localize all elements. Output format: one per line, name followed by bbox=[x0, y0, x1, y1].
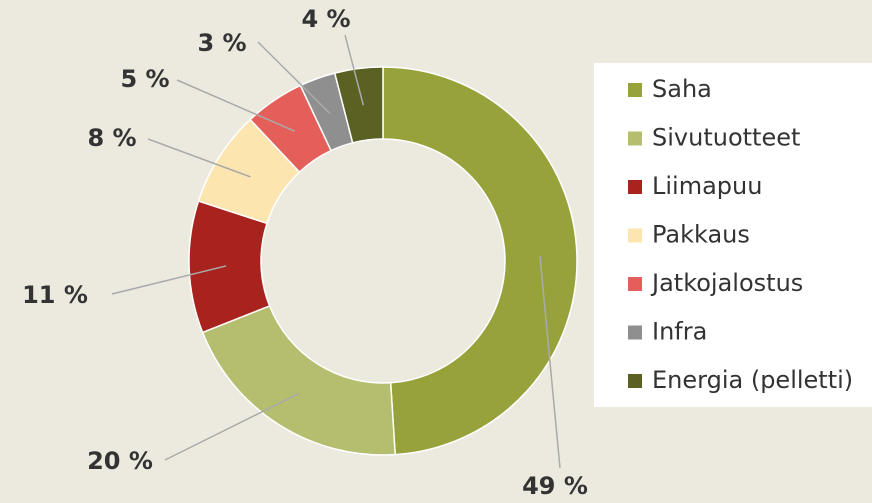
leader-line bbox=[539, 255, 561, 469]
leader-line bbox=[164, 392, 300, 461]
legend-label: Infra bbox=[652, 318, 707, 346]
legend-swatch bbox=[628, 131, 642, 146]
data-label: 3 % bbox=[197, 29, 246, 57]
legend-label: Energia (pelletti) bbox=[652, 366, 853, 394]
data-label: 11 % bbox=[22, 281, 88, 309]
leader-line bbox=[111, 265, 227, 295]
data-label: 49 % bbox=[522, 472, 588, 500]
data-label: 8 % bbox=[87, 124, 136, 152]
data-label: 5 % bbox=[120, 65, 169, 93]
leader-line bbox=[147, 138, 251, 178]
donut-slice bbox=[382, 66, 578, 456]
legend-label: Liimapuu bbox=[652, 172, 762, 200]
donut-slice bbox=[201, 304, 396, 456]
donut-slice bbox=[333, 66, 384, 144]
leader-line bbox=[176, 79, 296, 132]
leader-line bbox=[257, 41, 331, 114]
legend-label: Pakkaus bbox=[652, 221, 750, 249]
legend-swatch bbox=[628, 277, 642, 291]
data-label: 20 % bbox=[87, 447, 153, 475]
legend-swatch bbox=[628, 325, 642, 340]
legend-swatch bbox=[628, 374, 642, 388]
data-label: 4 % bbox=[301, 5, 350, 33]
legend-label: Saha bbox=[652, 75, 712, 103]
legend-swatch bbox=[628, 180, 642, 194]
legend-label: Sivutuotteet bbox=[652, 124, 800, 152]
legend-swatch bbox=[628, 228, 642, 243]
leader-line bbox=[344, 34, 365, 106]
legend-swatch bbox=[628, 83, 642, 97]
legend-label: Jatkojalostus bbox=[650, 269, 803, 297]
